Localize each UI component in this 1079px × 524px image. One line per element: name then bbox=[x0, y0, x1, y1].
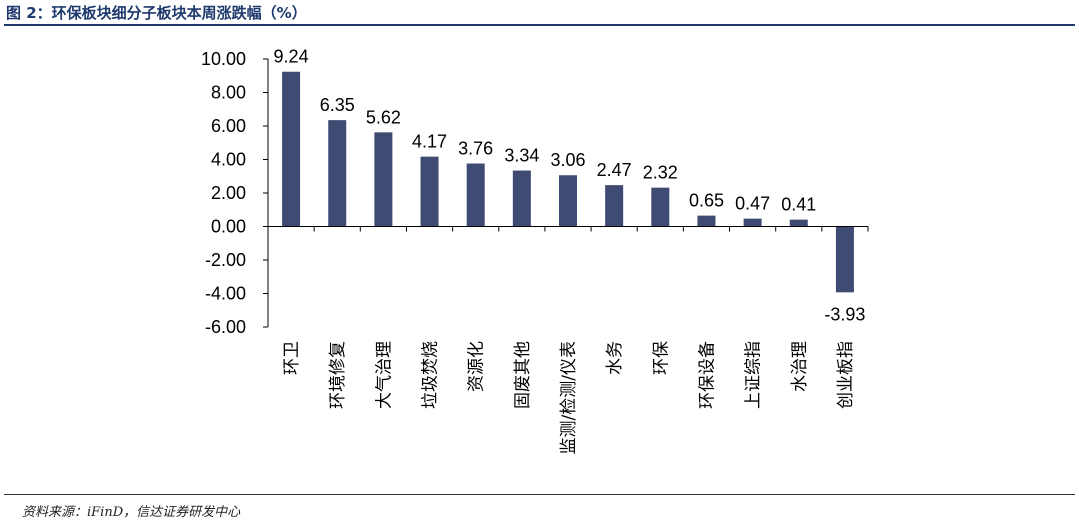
bar bbox=[743, 218, 762, 227]
bar bbox=[282, 71, 301, 227]
bars bbox=[282, 71, 854, 293]
y-tick-label: 0.00 bbox=[211, 217, 246, 237]
data-label: 3.06 bbox=[550, 150, 585, 170]
bar bbox=[697, 215, 716, 227]
category-label: 水务 bbox=[605, 341, 625, 375]
category-label: 环保设备 bbox=[697, 341, 717, 409]
y-tick-label: -4.00 bbox=[205, 284, 246, 304]
y-tick-label: 2.00 bbox=[211, 183, 246, 203]
data-label: 4.17 bbox=[412, 132, 447, 152]
data-label: 5.62 bbox=[366, 107, 401, 127]
category-label: 上证综指 bbox=[744, 341, 764, 409]
data-label: 0.47 bbox=[735, 194, 770, 214]
y-tick-label: 8.00 bbox=[211, 83, 246, 103]
x-axis bbox=[267, 226, 869, 232]
category-label: 水治理 bbox=[790, 341, 810, 392]
data-label: 6.35 bbox=[320, 95, 355, 115]
data-label: 0.41 bbox=[781, 195, 816, 215]
category-labels: 环卫 环境修复 大气治理 垃圾焚烧 资源化 固废其他 监测/检测/仪表 水务 环保 环保设备 上证综… bbox=[282, 341, 856, 454]
category-label: 环境修复 bbox=[328, 341, 348, 409]
category-label: 环保 bbox=[651, 341, 671, 375]
category-label: 监测/检测/仪表 bbox=[559, 341, 579, 454]
category-label: 大气治理 bbox=[374, 341, 394, 409]
bar bbox=[651, 187, 670, 227]
category-label: 创业板指 bbox=[836, 341, 856, 409]
bar bbox=[466, 163, 485, 227]
y-tick-label: 4.00 bbox=[211, 150, 246, 170]
data-label: 2.47 bbox=[597, 160, 632, 180]
source-note: 资料来源：iFinD，信达证券研发中心 bbox=[22, 505, 241, 520]
y-tick-label: -6.00 bbox=[205, 317, 246, 337]
category-label: 垃圾焚烧 bbox=[421, 341, 441, 409]
y-axis: 10.00 8.00 6.00 4.00 2.00 0.00 -2.00 -4.00 -6.00 bbox=[201, 49, 269, 337]
data-label: 0.65 bbox=[689, 191, 724, 211]
data-label: 9.24 bbox=[274, 47, 309, 67]
y-tick-label: -2.00 bbox=[205, 250, 246, 270]
category-label: 固废其他 bbox=[513, 341, 533, 409]
y-tick-label: 10.00 bbox=[201, 49, 246, 69]
bar bbox=[374, 132, 393, 227]
title-rule bbox=[4, 24, 1075, 26]
bar bbox=[789, 219, 808, 227]
category-label: 资源化 bbox=[467, 341, 487, 392]
bar bbox=[328, 120, 347, 227]
bar bbox=[605, 185, 624, 227]
category-label: 环卫 bbox=[282, 341, 302, 375]
figure-title: 图 2：环保板块细分子板块本周涨跌幅（%） bbox=[6, 4, 307, 22]
data-label: 3.34 bbox=[504, 146, 539, 166]
value-labels: 9.24 6.35 5.62 4.17 3.76 3.34 3.06 2.47 2.32 0.65… bbox=[274, 47, 866, 325]
bar bbox=[835, 226, 854, 293]
bar bbox=[559, 175, 577, 227]
data-label: 3.76 bbox=[458, 139, 493, 159]
data-label: -3.93 bbox=[824, 304, 865, 324]
bar bbox=[512, 170, 531, 227]
bar bbox=[420, 156, 439, 227]
data-label: 2.32 bbox=[643, 163, 678, 183]
footer-rule bbox=[4, 494, 1075, 495]
y-tick-label: 6.00 bbox=[211, 116, 246, 136]
